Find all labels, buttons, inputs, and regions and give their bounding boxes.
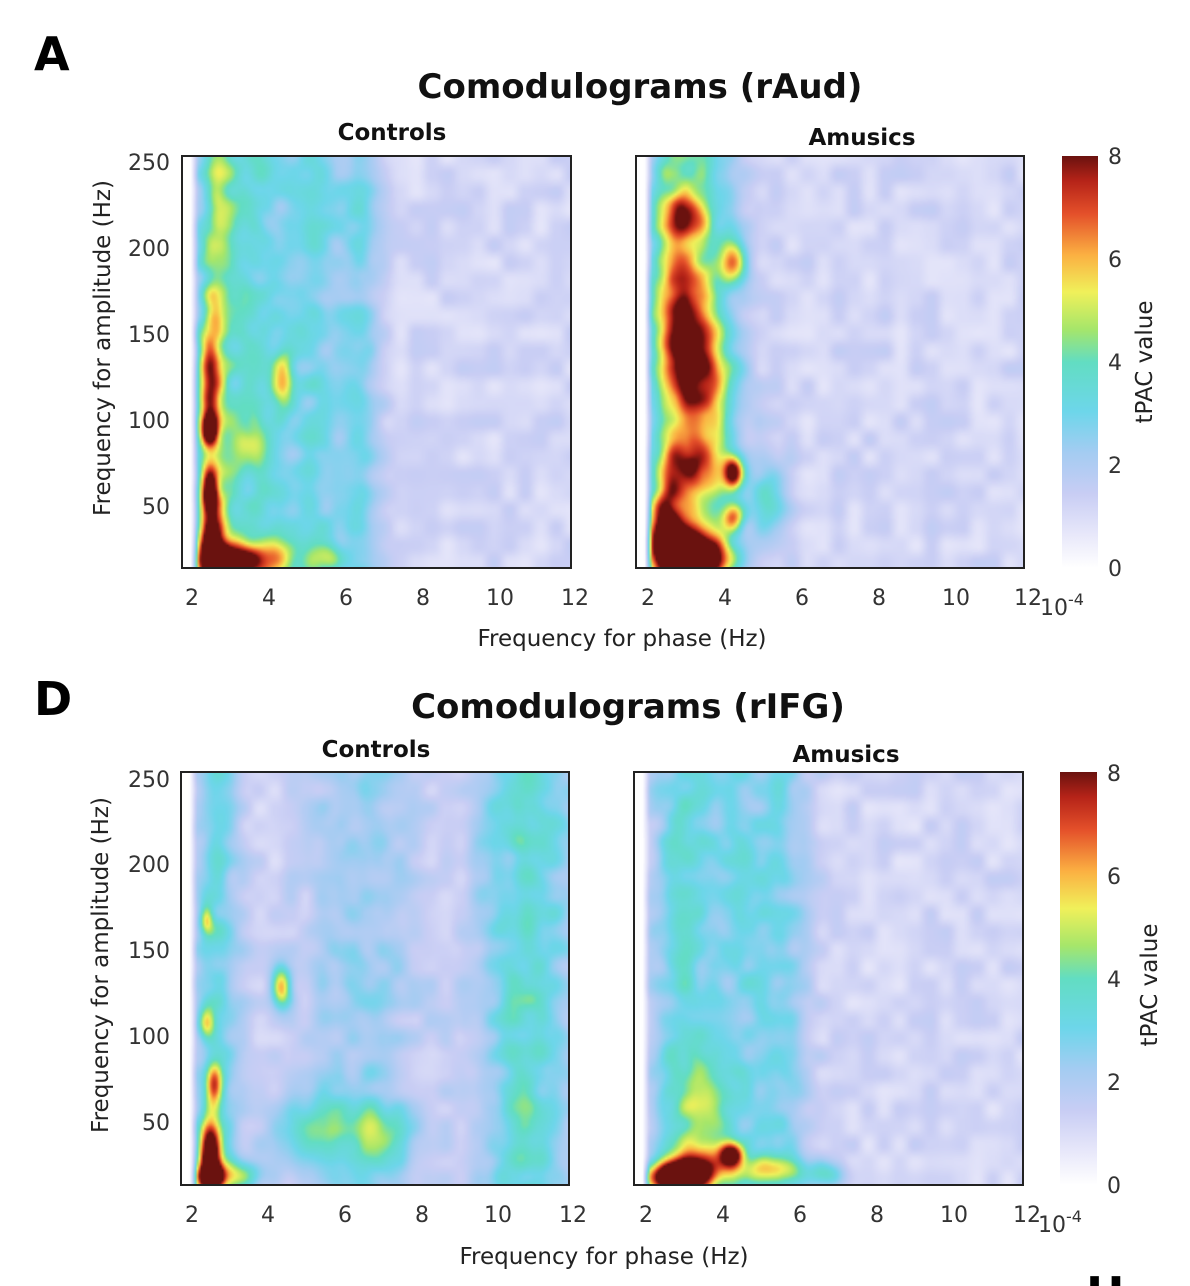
section-a: A Comodulograms (rAud) Controls Amusics … [34, 27, 1158, 652]
colorbar-a-scale: 10-4 [1040, 590, 1084, 621]
x-tick-label: 2 [185, 1203, 199, 1228]
y-tick-label: 100 [128, 1025, 170, 1050]
y-tick-label: 250 [128, 151, 170, 176]
colorbar-a: 8 6 4 2 0 tPAC value 10-4 [1040, 145, 1158, 621]
x-tick-label: 4 [716, 1203, 730, 1228]
x-tick-label: 4 [718, 586, 732, 611]
colorbar-d-label: tPAC value [1137, 924, 1163, 1047]
y-axis-label-d: Frequency for amplitude (Hz) [88, 797, 114, 1133]
x-tick-label: 6 [793, 1203, 807, 1228]
x-ticks-a-right: 2 4 6 8 10 12 [641, 586, 1042, 611]
heatmap-a-amusics [635, 155, 1025, 569]
x-tick-label: 8 [416, 586, 430, 611]
x-tick-label: 12 [1013, 1203, 1041, 1228]
x-tick-label: 8 [870, 1203, 884, 1228]
colorbar-tick: 0 [1107, 1174, 1121, 1199]
y-ticks-d: 250 200 150 100 50 [128, 768, 170, 1136]
heatmap-image-a-controls [182, 156, 571, 568]
x-tick-label: 6 [338, 1203, 352, 1228]
colorbar-d: 8 6 4 2 0 tPAC value 10-4 [1038, 762, 1163, 1238]
x-tick-label: 10 [486, 586, 514, 611]
heatmap-frame-a-controls [181, 155, 572, 569]
subplot-a-right-title: Amusics [808, 125, 915, 151]
subplot-d-left-title: Controls [322, 737, 431, 763]
colorbar-d-scale: 10-4 [1038, 1207, 1082, 1238]
heatmap-image-d-controls [181, 772, 569, 1185]
colorbar-a-label: tPAC value [1132, 301, 1158, 424]
heatmap-frame-a-amusics [635, 155, 1025, 569]
y-tick-label: 150 [128, 939, 170, 964]
x-ticks-d-left: 2 4 6 8 10 12 [185, 1203, 587, 1228]
heatmap-d-controls [180, 771, 570, 1186]
x-ticks-d-right: 2 4 6 8 10 12 [639, 1203, 1041, 1228]
x-tick-label: 4 [262, 586, 276, 611]
colorbar-a-scale-base: 10 [1040, 596, 1068, 621]
colorbar-tick: 8 [1108, 145, 1122, 170]
y-tick-label: 100 [128, 409, 170, 434]
y-tick-label: 50 [142, 1111, 170, 1136]
x-tick-label: 12 [1014, 586, 1042, 611]
x-tick-label: 12 [559, 1203, 587, 1228]
x-tick-label: 10 [940, 1203, 968, 1228]
colorbar-d-scale-base: 10 [1038, 1213, 1066, 1238]
colorbar-tick: 4 [1107, 968, 1121, 993]
x-tick-label: 12 [561, 586, 589, 611]
x-tick-label: 6 [339, 586, 353, 611]
heatmap-image-d-amusics [634, 772, 1023, 1185]
x-tick-label: 2 [639, 1203, 653, 1228]
x-axis-label-d: Frequency for phase (Hz) [459, 1244, 748, 1270]
heatmap-frame-d-controls [180, 771, 570, 1186]
x-tick-label: 8 [872, 586, 886, 611]
section-d-title: Comodulograms (rIFG) [411, 687, 845, 727]
x-tick-label: 2 [641, 586, 655, 611]
y-tick-label: 200 [128, 853, 170, 878]
colorbar-tick: 6 [1108, 248, 1122, 273]
heatmap-frame-d-amusics [633, 771, 1024, 1186]
x-tick-label: 6 [795, 586, 809, 611]
y-ticks-a: 250 200 150 100 50 [128, 151, 170, 520]
y-tick-label: 250 [128, 768, 170, 793]
heatmap-d-amusics [633, 771, 1024, 1186]
y-tick-label: 150 [128, 323, 170, 348]
colorbar-tick: 6 [1107, 865, 1121, 890]
x-tick-label: 8 [415, 1203, 429, 1228]
colorbar-tick: 0 [1108, 557, 1122, 582]
colorbar-d-scale-exp: -4 [1066, 1207, 1082, 1226]
y-axis-label-a: Frequency for amplitude (Hz) [90, 180, 116, 516]
panel-letter-a: A [34, 27, 70, 81]
x-tick-label: 2 [185, 586, 199, 611]
x-tick-label: 10 [942, 586, 970, 611]
colorbar-a-scale-exp: -4 [1068, 590, 1084, 609]
panel-letter-h-cropped: H [1086, 1267, 1125, 1286]
colorbar-tick: 8 [1107, 762, 1121, 787]
section-d: D Comodulograms (rIFG) Controls Amusics … [34, 672, 1163, 1270]
heatmap-a-controls [181, 155, 572, 569]
panel-letter-d: D [34, 672, 72, 726]
colorbar-a-gradient [1062, 156, 1098, 568]
subplot-d-right-title: Amusics [792, 742, 899, 768]
x-tick-label: 4 [261, 1203, 275, 1228]
colorbar-tick: 4 [1108, 351, 1122, 376]
subplot-a-left-title: Controls [338, 120, 447, 146]
heatmap-image-a-amusics [636, 156, 1024, 568]
colorbar-d-gradient [1060, 772, 1097, 1185]
y-tick-label: 200 [128, 237, 170, 262]
y-tick-label: 50 [142, 495, 170, 520]
colorbar-tick: 2 [1107, 1071, 1121, 1096]
section-a-title: Comodulograms (rAud) [418, 67, 863, 107]
x-ticks-a-left: 2 4 6 8 10 12 [185, 586, 589, 611]
x-tick-label: 10 [484, 1203, 512, 1228]
x-axis-label-a: Frequency for phase (Hz) [477, 626, 766, 652]
colorbar-tick: 2 [1108, 454, 1122, 479]
